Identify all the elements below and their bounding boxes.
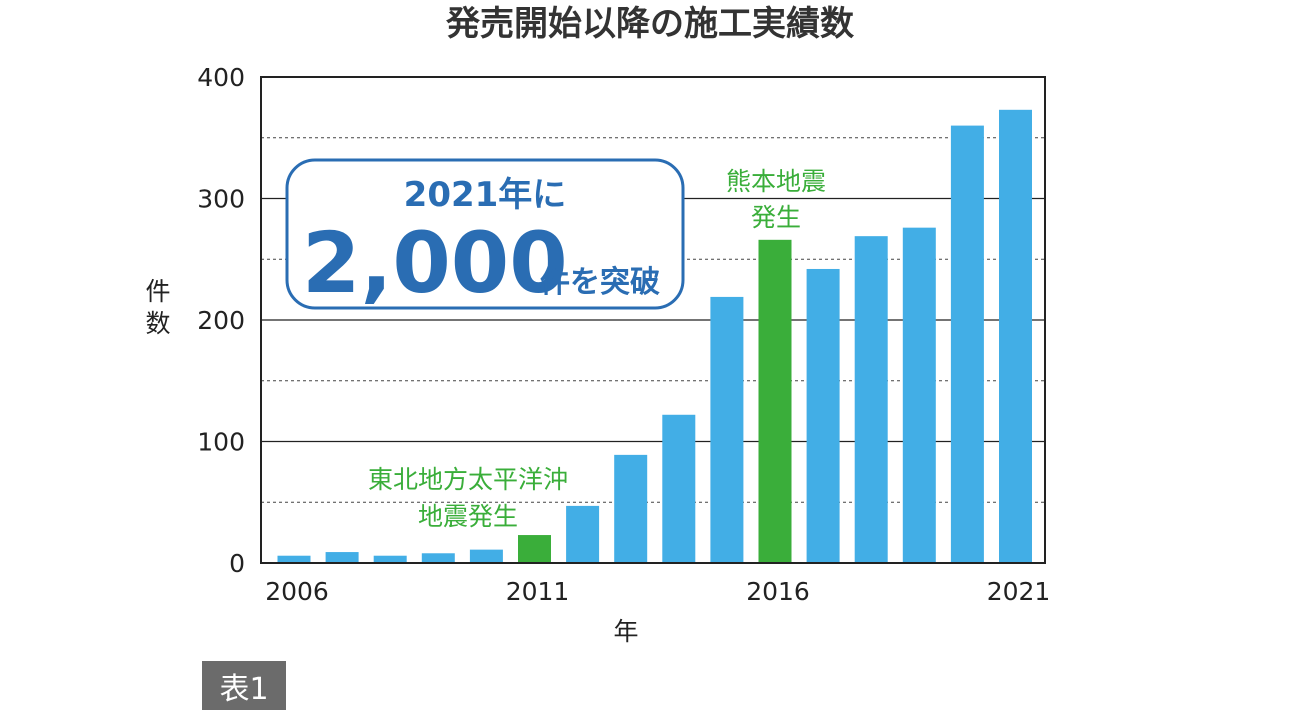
bar-2008 [373, 555, 407, 563]
y-axis-label-char-1: 件 [145, 277, 170, 306]
table-tag: 表1 [202, 661, 286, 710]
bar-2020 [950, 125, 984, 563]
annotation-kumamoto-line2: 発生 [751, 203, 801, 232]
y-tick-label: 300 [197, 185, 245, 214]
y-tick-label: 0 [229, 549, 245, 578]
bar-2011 [518, 535, 551, 563]
bar-2009 [421, 553, 455, 563]
y-tick-label: 200 [197, 306, 245, 335]
callout-line1: 2021年に [404, 175, 567, 215]
bar-2007 [325, 552, 359, 563]
annotation-tohoku-line2: 地震発生 [418, 502, 518, 531]
bar-2021 [999, 109, 1032, 564]
y-tick-labels: 0 100 200 300 400 [197, 63, 245, 578]
bar-2017 [806, 268, 840, 563]
bar-2013 [614, 454, 648, 563]
bars [277, 109, 1032, 564]
bar-2018 [854, 236, 888, 564]
x-tick-label-2011: 2011 [506, 577, 570, 606]
bar-2019 [902, 227, 936, 563]
chart-title: 発売開始以降の施工実績数 [446, 4, 854, 44]
x-tick-labels: 2006 2011 2016 2021 [265, 577, 1050, 606]
bar-2016 [758, 239, 792, 563]
x-tick-label-2021: 2021 [987, 577, 1051, 606]
callout-border [285, 158, 685, 310]
y-tick-label: 400 [197, 63, 245, 92]
bar-2010 [469, 549, 503, 563]
y-tick-label: 100 [197, 428, 245, 457]
x-tick-label-2006: 2006 [265, 577, 329, 606]
x-axis-label: 年 [613, 617, 638, 646]
annotation-tohoku-line1: 東北地方太平洋沖 [368, 465, 568, 494]
y-axis-label-char-2: 数 [145, 309, 170, 338]
x-tick-label-2016: 2016 [746, 577, 810, 606]
annotation-kumamoto-line1: 熊本地震 [726, 167, 826, 196]
callout-box: 2021年に 2,000 件を突破 [285, 158, 685, 312]
callout-big-number: 2,000 [302, 214, 568, 312]
bar-2015 [710, 296, 744, 563]
callout-suffix: 件を突破 [540, 265, 660, 300]
bar-2014 [662, 414, 696, 563]
bar-2012 [566, 505, 600, 563]
plot-frame [260, 76, 1046, 564]
bar-2006 [277, 555, 311, 563]
